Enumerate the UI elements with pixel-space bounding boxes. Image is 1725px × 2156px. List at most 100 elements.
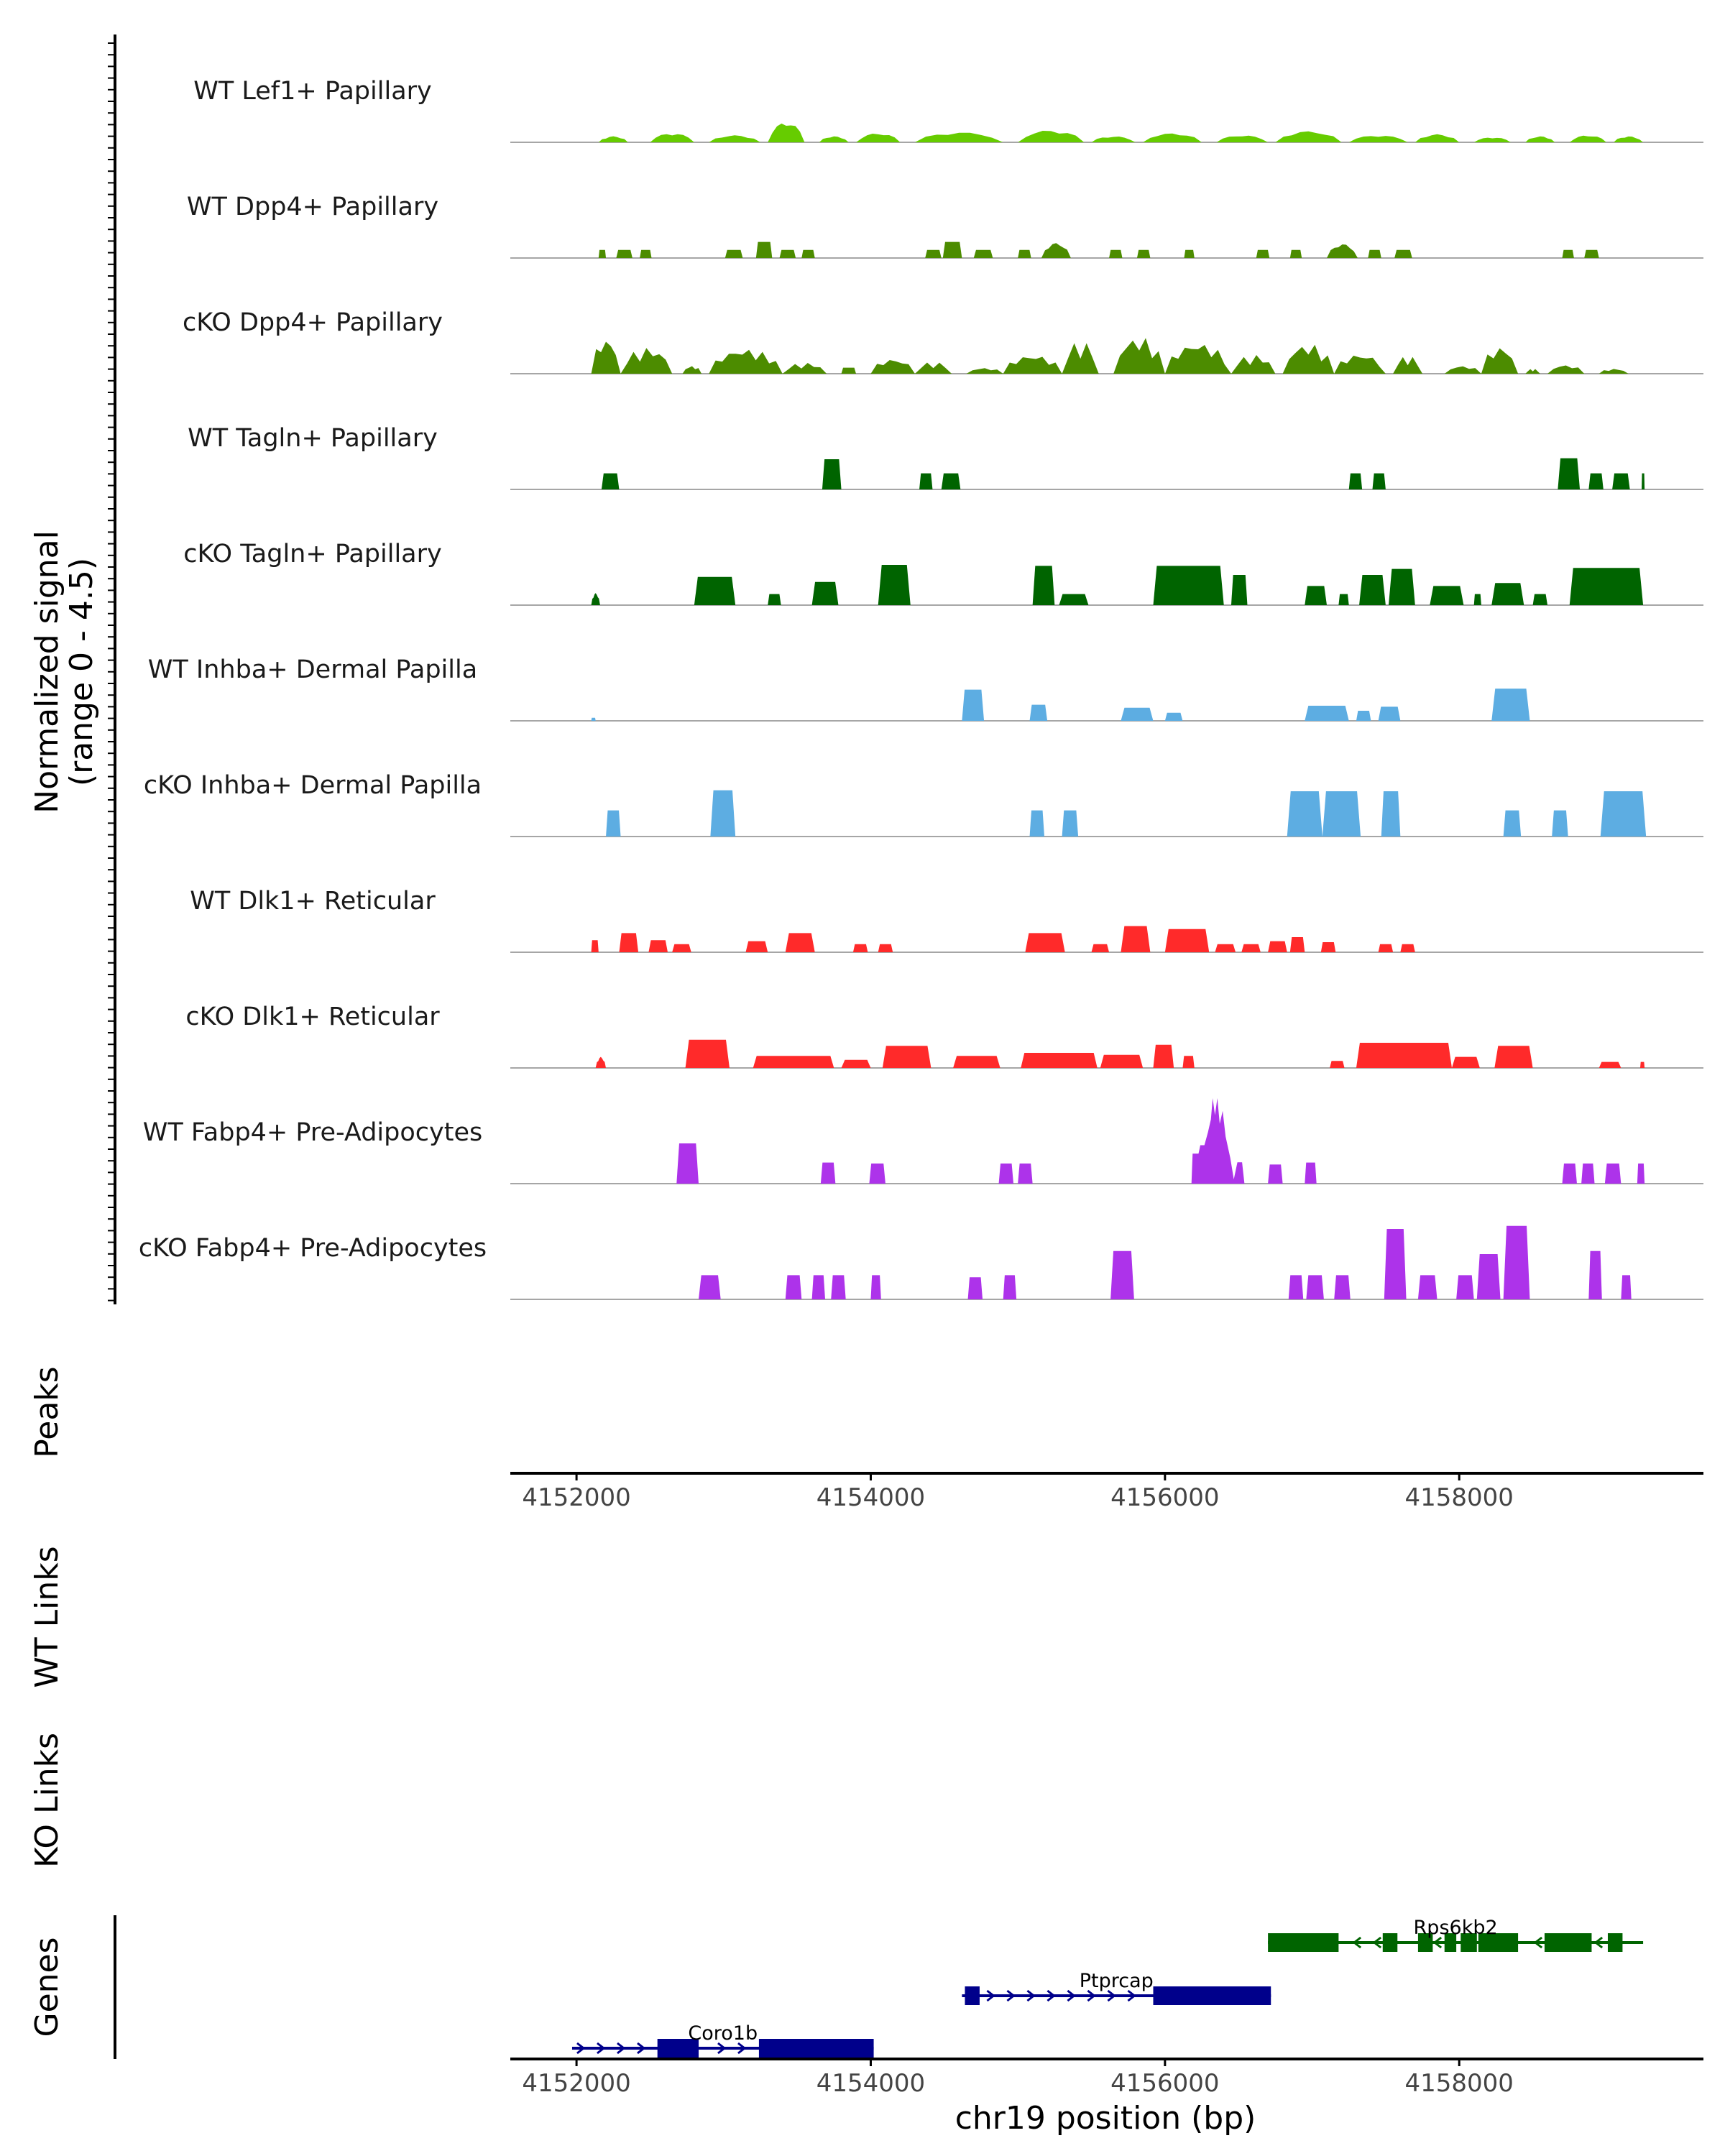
signal-peak (941, 473, 961, 489)
signal-peak (1164, 712, 1183, 721)
track-label: cKO Dlk1+ Reticular (185, 1003, 440, 1031)
signal-peak (1289, 249, 1302, 258)
signal-peak (650, 134, 694, 142)
x-tick-label: 4154000 (816, 1483, 925, 1512)
track-label: cKO Dpp4+ Papillary (183, 308, 443, 337)
signal-peak (1164, 929, 1210, 952)
signal-peak (755, 241, 773, 258)
signal-peak (962, 689, 985, 721)
gene-rps6kb2: Rps6kb2 (1268, 1917, 1644, 1952)
signal-peak (694, 576, 736, 605)
signal-peak (841, 367, 857, 374)
signal-peak (676, 1143, 699, 1184)
signal-peak (1110, 1250, 1134, 1299)
strand-arrow (576, 2042, 586, 2055)
signal-peak (1430, 586, 1464, 605)
gene-exon (1417, 1933, 1433, 1952)
signal-peak (620, 348, 673, 374)
signal-peak (1491, 688, 1530, 721)
signal-peak (1394, 249, 1412, 258)
x-tick-label: 4156000 (1110, 1483, 1219, 1512)
track-3: cKO Dpp4+ Papillary (183, 308, 1703, 374)
signal-peak (1018, 249, 1031, 258)
signal-peak (1569, 568, 1644, 605)
signal-peak (1330, 1061, 1345, 1068)
signal-peak (1372, 473, 1386, 489)
signal-peak (1525, 136, 1555, 142)
signal-peak (779, 249, 796, 258)
signal-peak (973, 249, 993, 258)
signal-peak (1143, 133, 1202, 142)
signal-peak (1136, 249, 1151, 258)
strand-arrow (1067, 1989, 1076, 2002)
strand-arrow (1046, 1989, 1056, 2002)
signal-peak (878, 565, 911, 605)
signal-peak (841, 1059, 871, 1068)
signal-peak (591, 717, 596, 721)
track-label: WT Inhba+ Dermal Papilla (148, 655, 477, 684)
signal-peak (1588, 473, 1604, 489)
track-label: cKO Inhba+ Dermal Papilla (144, 771, 482, 800)
genes-panel-label: Genes (29, 1937, 65, 2037)
strand-arrow (737, 2042, 747, 2055)
signal-peak (1003, 356, 1062, 374)
signal-peak (998, 1164, 1014, 1184)
signal-peak (820, 1162, 836, 1184)
strand-arrow (986, 1989, 995, 2002)
signal-peak (1562, 249, 1574, 258)
signal-peak (1241, 944, 1261, 952)
signal-peak (1289, 937, 1305, 952)
track-label: WT Lef1+ Papillary (193, 77, 432, 106)
signal-peak (601, 473, 620, 489)
signal-peak (1393, 356, 1423, 374)
signal-peak (1503, 810, 1522, 837)
signal-peak (1025, 933, 1065, 952)
signal-peak (1334, 1275, 1351, 1299)
signal-peak (1268, 1164, 1283, 1184)
signal-peak (1417, 1275, 1438, 1299)
signal-peak (1327, 244, 1358, 258)
signal-peak (1348, 136, 1408, 142)
signal-peak (1256, 249, 1270, 258)
track-label: WT Tagln+ Papillary (188, 424, 438, 453)
peaks-x-ticks: 4152000 4154000 4156000 4158000 (522, 1473, 1514, 1512)
gene-exon (1478, 1933, 1519, 1952)
signal-peak (1476, 1254, 1501, 1299)
signal-peak (1153, 566, 1224, 605)
track-label: WT Dlk1+ Reticular (190, 887, 436, 916)
track-6: WT Inhba+ Dermal Papilla (148, 655, 1703, 722)
signal-peak (811, 1275, 826, 1299)
signal-peak (1320, 942, 1336, 952)
track-4: WT Tagln+ Papillary (188, 424, 1703, 490)
signal-peak (1473, 137, 1511, 142)
signal-peak (768, 594, 781, 605)
track-label: WT Dpp4+ Papillary (187, 193, 438, 221)
signal-peak (1091, 137, 1136, 142)
signal-peak (1184, 249, 1195, 258)
signal-peak (591, 593, 600, 605)
gene-exon (1544, 1933, 1592, 1952)
signal-peak (1230, 575, 1248, 605)
signal-peak (831, 1275, 846, 1299)
signal-peak (598, 249, 607, 258)
signal-peak (1547, 365, 1585, 374)
signal-peak (685, 1039, 730, 1068)
signal-peak (1414, 134, 1460, 142)
signal-peak (724, 249, 743, 258)
signal-axis-range-label: (range 0 - 4.5) (63, 558, 100, 786)
signal-peak (1614, 136, 1644, 142)
track-7: cKO Inhba+ Dermal Papilla (144, 771, 1703, 837)
signal-peak (925, 249, 942, 258)
signal-peak (869, 1164, 886, 1184)
track-2: WT Dpp4+ Papillary (187, 193, 1703, 259)
signal-peak (1059, 594, 1089, 605)
strand-arrow (1026, 1989, 1036, 2002)
signal-peak (1305, 586, 1328, 605)
signal-peak (1356, 1043, 1452, 1068)
track-8: WT Dlk1+ Reticular (190, 887, 1703, 953)
signal-peak (801, 249, 815, 258)
signal-axis-ticks (108, 42, 115, 1302)
signal-peak (856, 134, 901, 142)
signal-peak (1588, 1250, 1602, 1299)
